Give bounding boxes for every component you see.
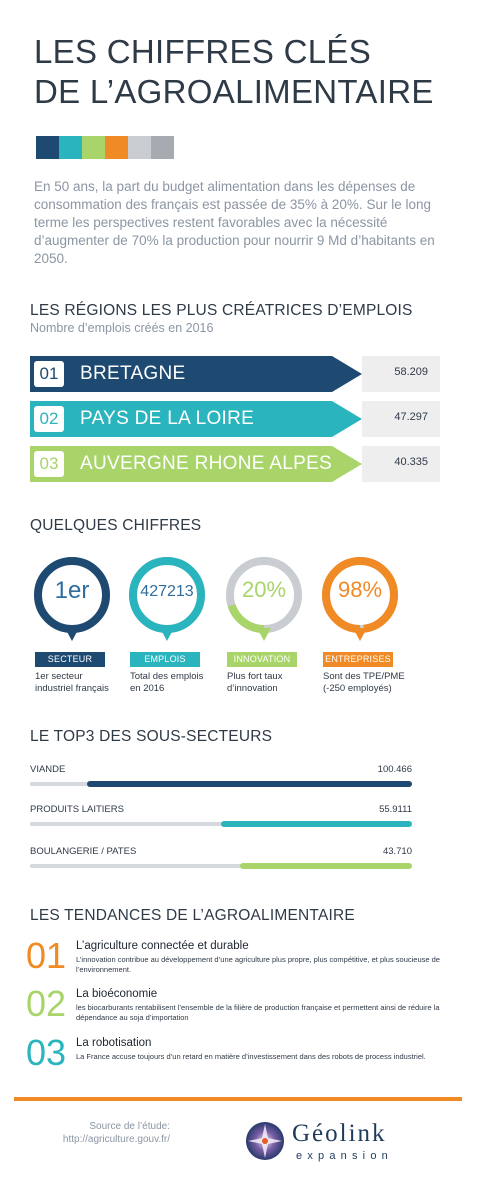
ring-gauge [127, 555, 207, 651]
trend-description: les biocarburants rentabilisent l’ensemb… [76, 1003, 440, 1022]
swatch-light-grey [128, 136, 151, 159]
top3-row: VIANDE 100.466 [30, 764, 412, 790]
trend-item: 01 L’agriculture connectée et durable L’… [26, 938, 446, 978]
region-row: 03 AUVERGNE RHONE ALPES 40.335 [30, 446, 440, 482]
figures-title: QUELQUES CHIFFRES [30, 517, 202, 534]
stat-label: ENTREPRISES [323, 652, 393, 667]
top3-row: PRODUITS LAITIERS 55.9111 [30, 804, 412, 830]
region-value-box: 58.209 [362, 356, 440, 392]
stat-description: Sont des TPE/PME (-250 employés) [323, 671, 405, 694]
source-link[interactable]: http://agriculture.gouv.fr/ [62, 1134, 170, 1145]
stat-label: INNOVATION [227, 652, 297, 667]
ring-gauge [32, 555, 112, 651]
brand-logo[interactable]: Géolink [292, 1120, 387, 1147]
stat-label: EMPLOIS [130, 652, 200, 667]
top3-value: 55.9111 [379, 804, 412, 815]
brand-tagline: expansion [296, 1150, 393, 1162]
region-value-box: 40.335 [362, 446, 440, 482]
source-label: Source de l’étude: [89, 1121, 170, 1132]
top3-label: PRODUITS LAITIERS [30, 804, 124, 815]
top3-row: BOULANGERIE / PATES 43.710 [30, 846, 412, 872]
swatch-orange [105, 136, 128, 159]
page-title-line-1: LES CHIFFRES CLÉS [34, 33, 372, 70]
stat-value: 427213 [140, 583, 194, 600]
region-row: 02 PAYS DE LA LOIRE 47.297 [30, 401, 440, 437]
ring-gauge [224, 555, 304, 651]
trend-description: La France accuse toujours d’un retard en… [76, 1052, 426, 1061]
trend-title: La bioéconomie [76, 988, 158, 1000]
top3-fill [240, 863, 412, 869]
regions-title: LES RÉGIONS LES PLUS CRÉATRICES D’EMPLOI… [30, 302, 413, 319]
trends-title: LES TENDANCES DE L’AGROALIMENTAIRE [30, 907, 355, 924]
top3-value: 100.466 [377, 764, 412, 775]
region-bar: 01 BRETAGNE [30, 356, 332, 392]
top3-title: LE TOP3 DES SOUS-SECTEURS [30, 728, 273, 745]
region-rank: 03 [34, 451, 64, 477]
trend-item: 02 La bioéconomie les biocarburants rent… [26, 986, 446, 1026]
top3-value: 43.710 [382, 846, 412, 857]
intro-text: En 50 ans, la part du budget alimentatio… [34, 179, 435, 266]
trend-title: La robotisation [76, 1037, 152, 1049]
region-value: 40.335 [394, 456, 428, 468]
region-name: BRETAGNE [80, 363, 186, 384]
color-palette [36, 136, 174, 159]
region-rank: 01 [34, 361, 64, 387]
top3-fill [87, 781, 412, 787]
stat-label: SECTEUR [35, 652, 105, 667]
stat-value: 20% [241, 577, 287, 602]
region-value: 58.209 [394, 366, 428, 378]
region-value-box: 47.297 [362, 401, 440, 437]
stat-description: Plus fort taux d’innovation [227, 671, 283, 694]
swatch-teal [59, 136, 82, 159]
region-bar: 03 AUVERGNE RHONE ALPES [30, 446, 332, 482]
footer-divider [14, 1097, 462, 1101]
stat-description: 1er secteur industriel français [35, 671, 109, 694]
trend-number: 01 [26, 935, 67, 976]
swatch-navy [36, 136, 59, 159]
top3-label: VIANDE [30, 764, 66, 775]
region-value: 47.297 [394, 411, 428, 423]
stat-value: 98% [337, 577, 383, 602]
top3-track [30, 864, 412, 868]
trend-description: L’innovation contribue au développement … [76, 955, 440, 974]
region-arrow [332, 356, 362, 392]
page-title: LES CHIFFRES CLÉS DE L’AGROALIMENTAIRE [34, 32, 434, 112]
trend-number: 02 [26, 983, 67, 1024]
trend-number: 03 [26, 1032, 67, 1073]
page-title-line-2: DE L’AGROALIMENTAIRE [34, 73, 434, 110]
region-arrow [332, 446, 362, 482]
ring-gauge [320, 555, 400, 651]
compass-star-icon [246, 1122, 284, 1160]
region-arrow [332, 401, 362, 437]
trend-item: 03 La robotisation La France accuse touj… [26, 1035, 446, 1075]
region-rank: 02 [34, 406, 64, 432]
source-credit: Source de l’étude: http://agriculture.go… [20, 1120, 170, 1146]
top3-label: BOULANGERIE / PATES [30, 846, 137, 857]
swatch-grey [151, 136, 174, 159]
region-name: PAYS DE LA LOIRE [80, 408, 255, 429]
region-bar: 02 PAYS DE LA LOIRE [30, 401, 332, 437]
region-name: AUVERGNE RHONE ALPES [80, 453, 333, 474]
stat-value: 1er [54, 577, 90, 604]
regions-subtitle: Nombre d’emplois créés en 2016 [30, 321, 214, 335]
swatch-green [82, 136, 105, 159]
top3-fill [221, 821, 412, 827]
stat-description: Total des emplois en 2016 [130, 671, 204, 694]
region-row: 01 BRETAGNE 58.209 [30, 356, 440, 392]
trend-title: L’agriculture connectée et durable [76, 940, 249, 952]
